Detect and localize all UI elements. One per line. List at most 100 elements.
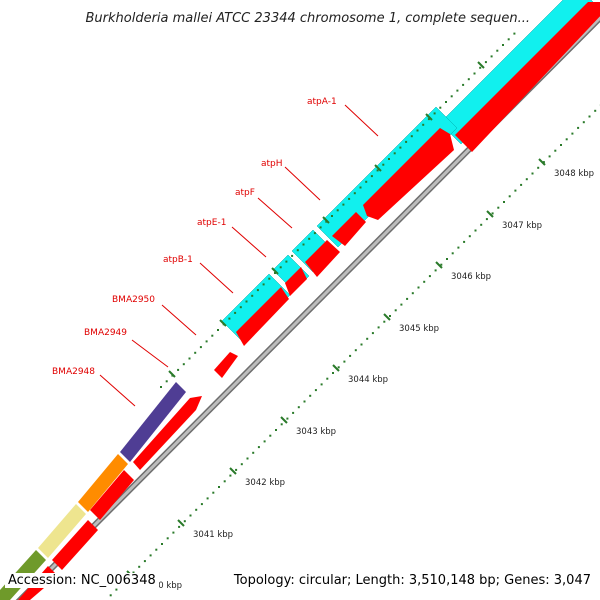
minor-tick xyxy=(383,320,386,323)
major-tick xyxy=(425,113,433,121)
gene-label[interactable]: atpB-1 xyxy=(163,255,193,265)
minor-tick xyxy=(263,440,266,443)
minor-tick xyxy=(507,38,510,41)
minor-tick xyxy=(239,306,242,309)
minor-tick xyxy=(326,377,329,380)
minor-tick xyxy=(349,354,352,357)
gene-label[interactable]: BMA2949 xyxy=(84,328,127,338)
minor-tick xyxy=(405,140,408,143)
feature-atpH[interactable] xyxy=(316,106,458,248)
minor-tick xyxy=(377,326,380,329)
minor-tick xyxy=(194,351,197,354)
tick-label: 3044 kbp xyxy=(348,375,388,385)
minor-tick xyxy=(161,543,163,545)
gene-label[interactable]: atpF xyxy=(235,188,255,198)
major-tick xyxy=(383,313,391,321)
minor-tick xyxy=(314,389,317,392)
minor-tick xyxy=(177,368,180,371)
minor-tick xyxy=(433,112,436,115)
cds-BMA2948[interactable] xyxy=(133,396,202,470)
minor-tick xyxy=(520,183,523,186)
minor-tick xyxy=(246,457,249,460)
minor-tick xyxy=(182,363,185,366)
minor-tick xyxy=(269,434,272,437)
cds-atpB-1[interactable] xyxy=(285,267,307,296)
minor-tick xyxy=(178,525,181,528)
minor-tick xyxy=(400,303,403,306)
minor-tick xyxy=(228,317,231,320)
minor-tick xyxy=(371,332,374,335)
feature-orange-band[interactable] xyxy=(78,454,128,512)
cds-4[interactable] xyxy=(90,470,134,520)
minor-tick xyxy=(565,138,568,141)
scale-ticks xyxy=(109,32,600,597)
minor-tick xyxy=(229,474,232,477)
gene-label[interactable]: atpA-1 xyxy=(307,97,337,107)
minor-tick xyxy=(354,349,357,352)
minor-tick xyxy=(138,565,141,568)
minor-tick xyxy=(457,246,460,249)
minor-tick xyxy=(143,560,146,563)
minor-tick xyxy=(257,446,260,449)
map-title-bar: Burkholderia mallei ATCC 23344 chromosom… xyxy=(0,0,600,38)
minor-tick xyxy=(303,400,306,403)
major-tick xyxy=(538,158,546,166)
gene-label[interactable]: BMA2950 xyxy=(112,295,155,305)
minor-tick xyxy=(218,486,220,488)
minor-tick xyxy=(149,554,152,557)
gene-label[interactable]: atpE-1 xyxy=(197,218,226,228)
minor-tick xyxy=(531,172,534,175)
minor-tick xyxy=(496,49,499,52)
cds-atpH[interactable] xyxy=(363,128,454,220)
minor-tick xyxy=(588,115,591,118)
minor-tick xyxy=(309,394,312,397)
minor-tick xyxy=(445,101,447,103)
feature-BMA2948-band[interactable] xyxy=(120,382,186,462)
minor-tick xyxy=(571,132,574,135)
minor-tick xyxy=(189,514,192,517)
minor-tick xyxy=(525,178,528,181)
minor-tick xyxy=(410,135,413,138)
minor-tick xyxy=(416,129,419,132)
cds-5[interactable] xyxy=(52,520,98,570)
minor-tick xyxy=(320,383,323,386)
minor-tick xyxy=(365,180,368,183)
minor-tick xyxy=(434,269,437,272)
major-tick xyxy=(374,164,382,172)
minor-tick xyxy=(268,277,271,280)
feature-khaki-band[interactable] xyxy=(38,504,86,558)
major-tick xyxy=(486,210,494,218)
tick-label: 3048 kbp xyxy=(554,169,594,179)
minor-tick xyxy=(406,297,409,300)
minor-tick xyxy=(467,78,470,81)
minor-tick xyxy=(252,451,255,454)
minor-tick xyxy=(485,218,488,221)
minor-tick xyxy=(542,161,545,164)
gene-label[interactable]: BMA2948 xyxy=(52,367,95,377)
minor-tick xyxy=(297,406,300,409)
cds-atpA-1[interactable] xyxy=(455,2,600,152)
genome-stats: Topology: circular; Length: 3,510,148 bp… xyxy=(230,573,594,588)
minor-tick xyxy=(411,292,414,295)
minor-tick xyxy=(172,531,175,534)
minor-tick xyxy=(554,149,557,152)
minor-tick xyxy=(286,417,289,420)
tick-label: 3042 kbp xyxy=(245,478,285,488)
minor-tick xyxy=(359,186,362,189)
minor-tick xyxy=(217,329,219,331)
tick-label: 3045 kbp xyxy=(399,324,439,334)
minor-tick xyxy=(560,144,562,146)
minor-tick xyxy=(183,520,186,523)
minor-tick xyxy=(296,249,299,252)
cds-atpF[interactable] xyxy=(332,212,366,246)
gene-label[interactable]: atpH xyxy=(261,159,283,169)
minor-tick xyxy=(394,309,397,312)
tick-label: 3046 kbp xyxy=(451,272,491,282)
cds-atpE-1[interactable] xyxy=(305,240,340,277)
minor-tick xyxy=(313,232,316,235)
tick-label: 3047 kbp xyxy=(502,221,542,231)
cds-BMA2950[interactable] xyxy=(236,287,289,346)
major-tick xyxy=(477,61,485,69)
cds-BMA2949[interactable] xyxy=(214,352,238,378)
